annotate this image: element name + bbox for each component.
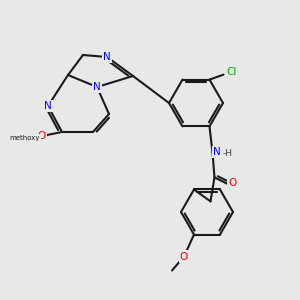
Text: N: N xyxy=(44,101,52,111)
Text: N: N xyxy=(213,147,220,158)
Text: N: N xyxy=(93,82,101,92)
Text: -H: -H xyxy=(223,149,232,158)
Text: N: N xyxy=(103,52,111,62)
Text: O: O xyxy=(38,131,46,141)
Text: O: O xyxy=(228,178,237,188)
Text: Cl: Cl xyxy=(226,67,237,76)
Text: O: O xyxy=(180,251,188,262)
Text: methoxy: methoxy xyxy=(10,135,40,141)
